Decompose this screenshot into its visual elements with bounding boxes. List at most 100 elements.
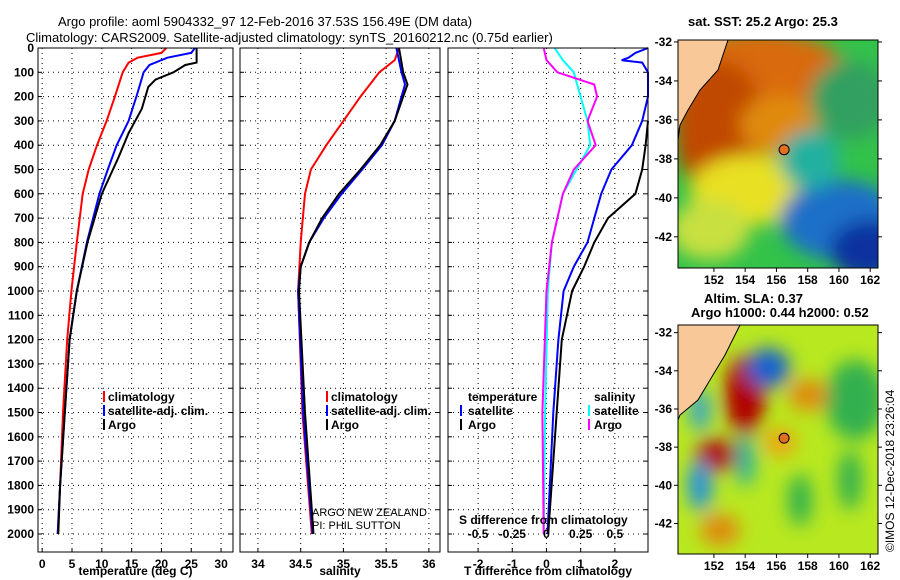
y-tick-label: 1700 (7, 454, 34, 468)
y-tick-label: 800 (14, 235, 34, 249)
y-tick-label: 500 (14, 163, 34, 177)
plot-frame (447, 47, 649, 553)
y-tick-label: 2000 (7, 527, 34, 541)
y-tick-label: 1600 (7, 430, 34, 444)
legend-label: satellite-adj. clim. (108, 404, 208, 418)
legend-label: Argo (468, 418, 496, 432)
sla-map: Altim. SLA: 0.37 Argo h1000: 0.44 h2000:… (655, 291, 882, 573)
lat-tick-label: -38 (655, 440, 673, 454)
lat-tick-label: -42 (655, 516, 673, 530)
sst-map: sat. SST: 25.2 Argo: 25.3 152 154 156 158 16… (655, 14, 882, 287)
y-tick-label: 100 (14, 65, 34, 79)
y-tick-label: 600 (14, 187, 34, 201)
credit-text: ©IMOS 12-Dec-2018 23:26:04 (883, 389, 897, 552)
sla-map-frame (677, 324, 879, 555)
x-tick-label: 35 (337, 557, 351, 571)
y-tick-label: 400 (14, 138, 34, 152)
argo-position-marker (778, 432, 790, 444)
y-tick-label: 1900 (7, 503, 34, 517)
x-tick-label: 25 (185, 557, 199, 571)
sla-map-title-1: Altim. SLA: 0.37 (704, 291, 803, 306)
x-tick-label: 30 (214, 557, 228, 571)
lat-tick-label: -36 (655, 402, 673, 416)
x-tick-label: -2 (473, 557, 484, 571)
lon-tick-label: 156 (766, 273, 786, 287)
legend-label: Argo (331, 418, 359, 432)
s-tick-label: 0.25 (569, 527, 593, 541)
lat-tick-label: -34 (655, 74, 673, 88)
lon-tick-label: 158 (798, 273, 818, 287)
lon-tick-label: 152 (704, 273, 724, 287)
sst-map-title: sat. SST: 25.2 Argo: 25.3 (688, 14, 838, 29)
x-tick-label: 1 (577, 557, 584, 571)
y-tick-label: 1400 (7, 381, 34, 395)
x-tick-label: 36 (422, 557, 436, 571)
x-tick-label: 15 (125, 557, 139, 571)
y-tick-label: 1300 (7, 357, 34, 371)
legend-label: satellite-adj. clim. (331, 404, 431, 418)
plot-frame (37, 47, 234, 553)
lon-tick-label: 152 (704, 559, 724, 573)
lon-tick-label: 156 (766, 559, 786, 573)
lat-tick-label: -32 (655, 326, 673, 340)
x-tick-label: 10 (95, 557, 109, 571)
lat-tick-label: -38 (655, 152, 673, 166)
lat-tick-label: -36 (655, 113, 673, 127)
lon-tick-label: 162 (860, 559, 880, 573)
x-tick-label: 35.5 (374, 557, 398, 571)
legend-label: satellite (594, 404, 639, 418)
y-tick-label: 1200 (7, 333, 34, 347)
lon-tick-label: 160 (829, 559, 849, 573)
series-line-argo (57, 48, 198, 535)
lat-tick-label: -40 (655, 191, 673, 205)
s-tick-label: -0.5 (468, 527, 489, 541)
sla-map-title-2: Argo h1000: 0.44 h2000: 0.52 (691, 305, 869, 320)
x-tick-label: 34 (251, 557, 265, 571)
y-tick-label: 1500 (7, 406, 34, 420)
s-tick-label: -0.25 (499, 527, 527, 541)
lon-tick-label: 160 (829, 273, 849, 287)
y-tick-label: 1100 (8, 308, 34, 322)
s-axis-label: S difference from climatology (459, 513, 628, 527)
y-tick-label: 1000 (7, 284, 34, 298)
legend-title-temperature: temperature (468, 390, 538, 404)
y-tick-label: 700 (14, 211, 34, 225)
lon-tick-label: 154 (735, 559, 755, 573)
lat-tick-label: -42 (655, 230, 673, 244)
series-line-climatology (297, 47, 400, 535)
y-tick-label: 900 (14, 260, 34, 274)
x-tick-label: 0 (543, 557, 550, 571)
y-tick-label: 1800 (7, 478, 34, 492)
x-tick-label: -1 (507, 557, 518, 571)
series-line-argo (297, 47, 409, 535)
x-axis-label: T difference from climatology (464, 564, 632, 578)
legend-label: climatology (108, 390, 175, 404)
annotation-text: PI: PHIL SUTTON (312, 520, 401, 532)
lat-tick-label: -34 (655, 364, 673, 378)
series-line-salinity-argo (541, 47, 599, 535)
series-line-temperature-satellite (546, 47, 649, 535)
x-tick-label: 2 (611, 557, 618, 571)
series-line-satellite-adj-clim- (297, 47, 407, 535)
x-tick-label: 0 (39, 557, 46, 571)
legend-label: Argo (594, 418, 622, 432)
s-tick-label: 0.5 (606, 527, 623, 541)
legend-label: climatology (331, 390, 398, 404)
legend-label: Argo (108, 418, 136, 432)
x-tick-label: 20 (155, 557, 169, 571)
series-line-climatology (56, 47, 167, 535)
x-tick-label: 5 (69, 557, 76, 571)
argo-position-marker (778, 144, 790, 156)
temperature-panel: 0 5 10 15 20 25 30 temperature (deg C) 0 100 200 30… (7, 41, 234, 578)
y-tick-label: 200 (14, 90, 34, 104)
series-line-salinity-satellite (542, 47, 592, 535)
lat-tick-label: -40 (655, 478, 673, 492)
y-tick-label: 300 (14, 114, 34, 128)
lat-tick-label: -32 (655, 35, 673, 49)
lon-tick-label: 158 (798, 559, 818, 573)
differences-panel: -2 -1 0 1 2T difference from climatology temp… (447, 47, 649, 578)
salinity-panel: 34 34.5 35 35.5 36 salinity climatologysatelli… (239, 47, 441, 578)
x-tick-label: 34.5 (289, 557, 313, 571)
series-line-temperature-argo (547, 120, 649, 535)
